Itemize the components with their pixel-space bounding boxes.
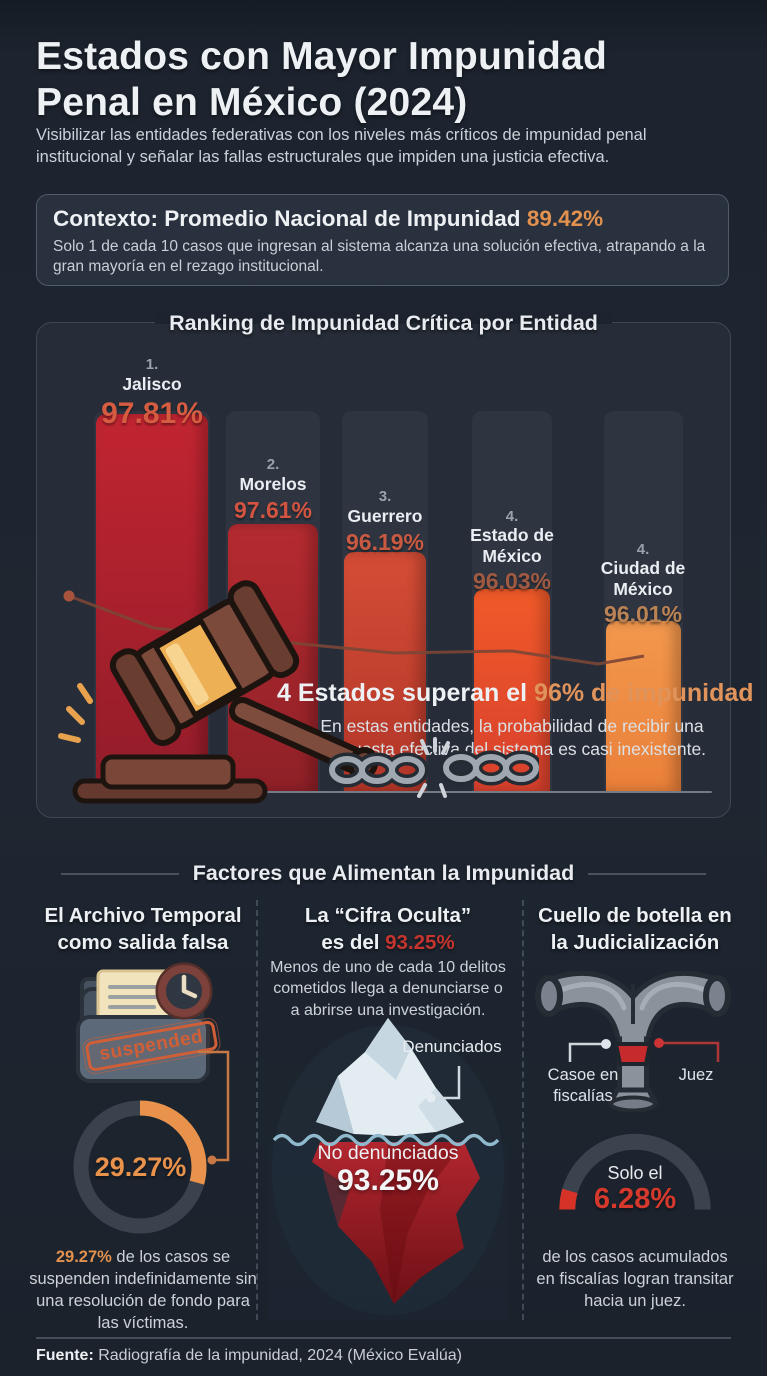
bar-name: Ciudad de México [600, 558, 686, 599]
iceberg-icon [268, 1018, 508, 1320]
bar-name: Estado de México [470, 525, 554, 566]
page-subtitle: Visibilizar las entidades federativas co… [36, 126, 647, 167]
bar-rank: 2. [266, 456, 280, 473]
footer-divider [36, 1337, 731, 1339]
bar-label-group: 3. Guerrero 96.19% [310, 488, 460, 556]
pipe-label-right: Juez [678, 1066, 714, 1084]
bar-value: 97.81% [101, 396, 203, 430]
page-title-line1: Estados con Mayor Impunidad [36, 35, 607, 78]
bar-value: 96.01% [603, 601, 682, 628]
factor-archivo-temporal: El Archivo Temporal como salida falsa su… [28, 895, 258, 1345]
bar-label-group: 2. Morelos 97.61% [198, 456, 348, 524]
factor-body: Menos de uno de cada 10 delitos cometido… [270, 959, 506, 1019]
divider-line [588, 872, 707, 875]
bar-rank: 3. [378, 488, 392, 505]
bar-name: Jalisco [122, 374, 182, 394]
source-label: Fuente: [36, 1347, 94, 1364]
factor-body: de los casos acumulados en fiscalías log… [536, 1248, 734, 1310]
gavel-icon [58, 580, 379, 804]
context-card: Contexto: Promedio Nacional de Impunidad… [36, 194, 729, 286]
page-title: Estados con Mayor Impunidad Penal en Méx… [36, 34, 736, 126]
factor-cifra-oculta: La “Cifra Oculta” es del 93.25% Menos de… [268, 895, 508, 1345]
chart-baseline [93, 790, 712, 793]
ranking-section-title: Ranking de Impunidad Crítica por Entidad [0, 311, 767, 336]
context-body: Solo 1 de cada 10 casos que ingresan al … [53, 238, 706, 276]
page-title-line2: Penal en México (2024) [36, 81, 468, 125]
pipe-label-left: Casoe en fiscalías [547, 1066, 619, 1105]
factor-body: 29.27% de los casos se suspenden indefin… [29, 1248, 257, 1332]
factors-section-title: Factores que Alimentan la Impunidad [0, 861, 767, 886]
divider-line [60, 872, 179, 875]
factor-title: La “Cifra Oculta” es del 93.25% [304, 904, 472, 954]
column-divider [522, 900, 524, 1320]
bar-name: Guerrero [347, 506, 423, 526]
ranking-headline: 4 Estados superan el 96% de impunidad En… [277, 679, 754, 759]
factor-cuello-botella: Cuello de botella en la Judicialización … [533, 895, 737, 1345]
gauge-prefix: Solo el [607, 1163, 663, 1183]
context-title: Contexto: Promedio Nacional de Impunidad… [53, 206, 604, 231]
ranking-panel: 1. Jalisco 97.81% 2. Morelos 97.61% 3. G… [36, 322, 754, 818]
bar-name: Morelos [239, 474, 307, 494]
denunciados-label: Denunciados [402, 1037, 502, 1056]
waterline [272, 1133, 500, 1147]
bar-value: 96.03% [472, 568, 551, 595]
broken-chain-icon [329, 737, 539, 798]
national-average-value: 89.42% [526, 206, 604, 231]
suspended-folder-icon [76, 962, 213, 1083]
stamp-donut-connector [198, 1050, 230, 1165]
source-note: Fuente: Radiografía de la impunidad, 202… [36, 1347, 462, 1364]
factor-title: Cuello de botella en la Judicialización [538, 904, 732, 954]
bar-rank: 4. [505, 508, 519, 525]
gauge-value: 6.28% [593, 1183, 677, 1215]
suspension-donut-chart: 29.27% [63, 1090, 218, 1245]
no-denunciados-value: 93.25% [337, 1164, 439, 1197]
bar-label-group: 4. Estado de México 96.03% [437, 508, 587, 595]
factor-title: El Archivo Temporal como salida falsa [44, 904, 242, 954]
bar-value: 97.61% [233, 496, 312, 523]
bottleneck-band [613, 1042, 653, 1066]
cifra-value: 93.25% [385, 930, 455, 954]
bar-value: 96.19% [345, 528, 424, 555]
bar-label-group: 4. Ciudad de México 96.01% [568, 541, 718, 628]
bar-rank: 4. [636, 541, 650, 558]
pipe-funnel-icon [535, 971, 731, 1112]
column-divider [256, 900, 258, 1320]
bar-rank: 1. [145, 356, 159, 373]
bar-label-group: 1. Jalisco 97.81% [77, 356, 227, 431]
headline-highlight: 96% de impunidad [534, 679, 754, 707]
donut-center-label: 29.27% [94, 1152, 187, 1182]
no-denunciados-label: No denunciados [317, 1142, 459, 1164]
judicialization-gauge-chart: Solo el 6.28% [547, 1123, 723, 1217]
iceberg-chart: Denunciados [268, 1010, 508, 1320]
clock-icon [155, 962, 213, 1020]
